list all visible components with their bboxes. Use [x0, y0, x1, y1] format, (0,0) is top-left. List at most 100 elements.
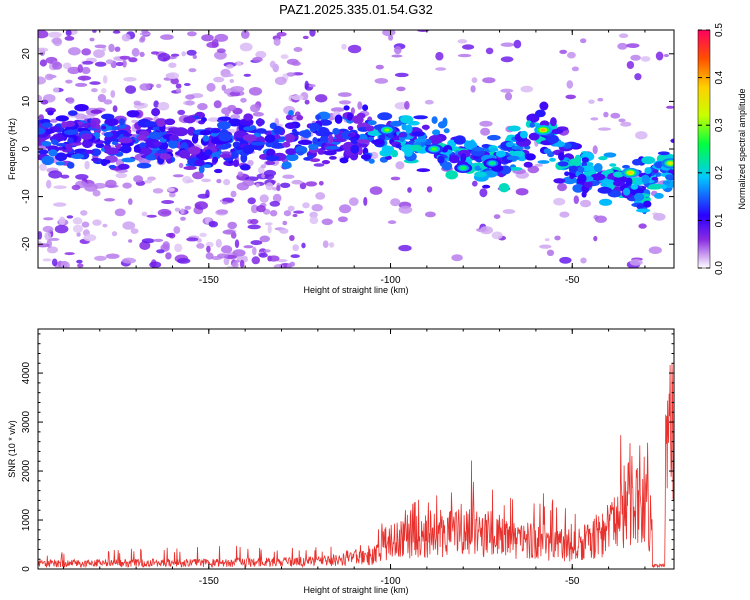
heatmap-cell — [169, 134, 179, 141]
heatmap-cell — [55, 161, 65, 166]
heatmap-cell — [528, 132, 540, 141]
heatmap-cell — [498, 183, 510, 193]
heatmap-cell — [104, 139, 111, 146]
heatmap-cell — [178, 149, 191, 159]
heatmap-cell — [94, 61, 107, 67]
heatmap-cell — [125, 85, 137, 94]
heatmap-cell — [72, 217, 83, 225]
heatmap-cell — [133, 100, 141, 106]
heatmap-cell — [462, 44, 475, 50]
heatmap-cell — [118, 163, 130, 170]
heatmap-cell — [221, 107, 232, 115]
heatmap-cell — [222, 229, 236, 235]
heatmap-cell — [291, 94, 304, 101]
heatmap-cell — [487, 134, 501, 141]
heatmap-cell — [38, 231, 43, 240]
heatmap-cell — [281, 161, 292, 170]
heatmap-cell — [500, 88, 514, 93]
heatmap-cell — [126, 110, 140, 118]
heatmap-cell — [313, 163, 325, 167]
heatmap-cell — [296, 114, 304, 121]
heatmap-cell — [343, 105, 350, 111]
heatmap-cell — [350, 107, 355, 115]
heatmap-cell — [156, 149, 168, 154]
heatmap-cell — [638, 223, 647, 229]
heatmap-cell — [41, 155, 55, 166]
heatmap-cell — [411, 131, 425, 137]
heatmap-cell — [551, 128, 564, 134]
heatmap-cell — [317, 148, 324, 155]
heatmap-cell — [546, 249, 555, 256]
heatmap-cell — [160, 34, 174, 40]
heatmap-cell — [269, 60, 276, 68]
heatmap-cell — [111, 231, 118, 237]
heatmap-cell — [559, 256, 572, 264]
heatmap-cell — [302, 202, 310, 209]
heatmap-cell — [186, 237, 199, 242]
heatmap-cell — [40, 99, 49, 105]
heatmap-cell — [289, 235, 295, 241]
heatmap-cell — [445, 170, 459, 180]
x-tick-label: -50 — [565, 576, 580, 587]
heatmap-cell — [302, 35, 309, 40]
heatmap-cell — [48, 170, 63, 179]
heatmap-cell — [588, 99, 595, 104]
heatmap-cell — [337, 92, 352, 97]
heatmap-cell — [470, 85, 476, 93]
heatmap-cell — [114, 46, 121, 52]
heatmap-cell — [272, 193, 282, 203]
heatmap-cell — [38, 127, 46, 135]
heatmap-cell — [395, 161, 405, 170]
heatmap-cell — [448, 154, 460, 164]
heatmap-cell — [186, 49, 197, 56]
heatmap-cell — [557, 161, 569, 167]
heatmap-cell — [258, 252, 268, 258]
heatmap-cell — [554, 141, 566, 148]
heatmap-cell — [62, 62, 72, 70]
heatmap-cell — [319, 135, 329, 143]
heatmap-cell — [348, 133, 355, 138]
heatmap-cell — [413, 115, 428, 120]
heatmap-cell — [609, 163, 617, 167]
heatmap-cell — [287, 205, 295, 212]
heatmap-cell — [270, 142, 286, 149]
heatmap-cell — [301, 242, 306, 249]
heatmap-cell — [291, 128, 297, 133]
heatmap-cell — [597, 186, 612, 194]
heatmap-cell — [67, 66, 81, 75]
heatmap-cell — [139, 142, 147, 149]
heatmap-cell — [416, 168, 431, 173]
heatmap-cell — [201, 117, 207, 123]
snr-panel: -150 -100 -50 0 1000 2000 3000 4000 Height of … — [7, 328, 675, 595]
heatmap-cell — [157, 101, 170, 111]
heatmap-cell — [206, 245, 211, 253]
heatmap-cell — [148, 131, 162, 140]
heatmap-cell — [276, 259, 288, 263]
heatmap-cell — [644, 167, 652, 175]
heatmap-cell — [432, 129, 441, 136]
heatmap-cell — [318, 181, 324, 186]
heatmap-cell — [285, 153, 299, 162]
heatmap-cell — [482, 184, 491, 189]
heatmap-cell — [219, 153, 233, 159]
heatmap-cell — [334, 114, 343, 124]
heatmap-cell — [513, 39, 522, 49]
heatmap-cell — [183, 116, 196, 124]
heatmap-cell — [255, 183, 260, 188]
heatmap-cell — [567, 51, 576, 59]
heatmap-cell — [622, 187, 631, 196]
heatmap-cell — [141, 30, 149, 34]
heatmap-cell — [421, 124, 430, 130]
heatmap-cell — [297, 151, 304, 156]
heatmap-cell — [168, 127, 180, 132]
heatmap-cell — [256, 128, 267, 134]
colorbar-label: Normalized spectral amplitude — [737, 88, 747, 209]
heatmap-cell — [488, 148, 499, 152]
heatmap-cell — [174, 243, 183, 253]
heatmap-cell — [290, 254, 300, 258]
heatmap-cell — [202, 164, 212, 168]
heatmap-cell — [318, 127, 329, 135]
heatmap-cell — [407, 187, 412, 193]
heatmap-cell — [166, 72, 180, 80]
heatmap-cell — [641, 174, 650, 184]
